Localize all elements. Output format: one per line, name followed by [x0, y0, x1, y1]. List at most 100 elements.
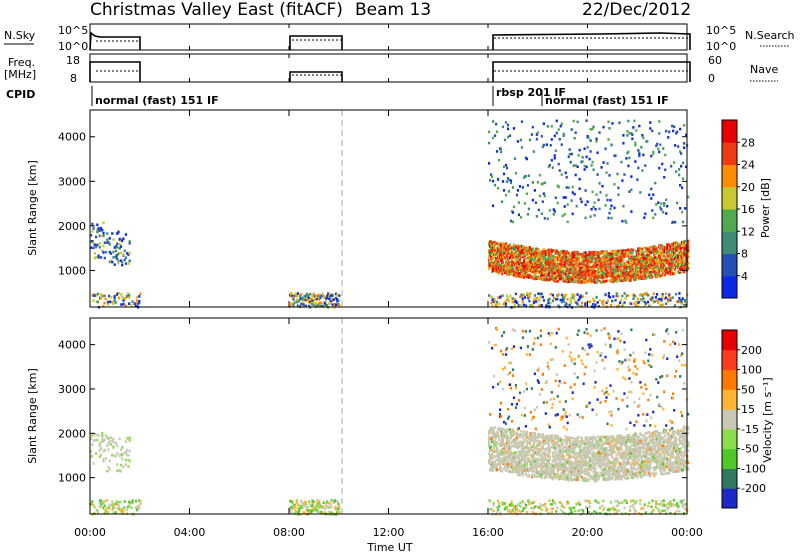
echo-cell	[508, 371, 512, 375]
echo-cell	[678, 247, 681, 251]
echo-cell	[513, 247, 517, 251]
echo-cell	[106, 444, 109, 447]
echo-cell	[138, 499, 141, 502]
echo-cell	[507, 361, 511, 365]
echo-cell	[596, 173, 599, 176]
echo-cell	[565, 293, 568, 297]
echo-cell	[637, 149, 640, 152]
echo-cell	[621, 259, 624, 263]
echo-cell	[587, 510, 590, 514]
echo-cell	[551, 166, 554, 169]
echo-cell	[602, 499, 605, 503]
echo-cell	[563, 205, 566, 208]
echo-cell	[506, 123, 510, 127]
echo-cell	[115, 293, 118, 297]
echo-cell	[632, 293, 635, 297]
echo-cell	[636, 275, 639, 279]
echo-cell	[333, 506, 336, 510]
echo-cell	[677, 256, 680, 259]
echo-cell	[519, 454, 523, 458]
echo-cell	[676, 502, 679, 505]
echo-cell	[517, 470, 521, 474]
echo-cell	[318, 298, 321, 301]
echo-cell	[535, 215, 538, 218]
echo-cell	[510, 458, 514, 461]
echo-cell	[584, 251, 587, 254]
echo-cell	[511, 368, 515, 372]
echo-cell	[681, 265, 684, 269]
echo-cell	[518, 273, 522, 277]
echo-cell	[96, 433, 99, 436]
echo-cell	[555, 131, 558, 135]
echo-cell	[641, 299, 644, 303]
colorbar-swatch	[722, 186, 737, 210]
echo-cell	[331, 499, 334, 502]
echo-cell	[507, 273, 511, 277]
echo-cell	[135, 299, 139, 302]
echo-cell	[580, 200, 583, 204]
date-label: 22/Dec/2012	[582, 0, 691, 20]
echo-cell	[523, 202, 527, 205]
echo-cell	[634, 143, 637, 147]
echo-cell	[511, 300, 514, 304]
echo-cell	[601, 271, 604, 275]
echo-cell	[524, 257, 528, 261]
echo-cell	[557, 256, 560, 260]
echo-cell	[687, 248, 690, 252]
echo-cell	[560, 300, 563, 304]
echo-cell	[654, 296, 657, 299]
echo-cell	[116, 254, 119, 257]
echo-cell	[600, 166, 603, 169]
echo-cell	[614, 508, 617, 511]
echo-cell	[512, 460, 516, 463]
echo-cell	[590, 279, 593, 282]
echo-cell	[325, 304, 329, 307]
echo-cell	[501, 261, 505, 264]
echo-cell	[488, 462, 492, 466]
echo-cell	[496, 449, 500, 453]
echo-cell	[129, 501, 132, 505]
echo-cell	[561, 214, 564, 218]
echo-cell	[650, 187, 653, 191]
echo-cell	[539, 259, 542, 263]
echo-cell	[489, 508, 492, 511]
echo-cell	[685, 133, 688, 137]
echo-cell	[314, 507, 317, 511]
echo-cell	[329, 300, 332, 303]
echo-cell	[549, 262, 552, 266]
echo-cell	[320, 505, 323, 509]
echo-cell	[496, 499, 500, 503]
echo-cell	[575, 204, 578, 208]
echo-cell	[679, 257, 682, 260]
echo-cell	[574, 275, 577, 279]
echo-cell	[644, 275, 647, 278]
echo-cell	[311, 294, 314, 298]
echo-cell	[123, 258, 126, 262]
echo-cell	[516, 140, 520, 143]
echo-cell	[547, 298, 550, 302]
echo-cell	[645, 267, 648, 270]
echo-cell	[577, 509, 580, 513]
echo-cell	[500, 272, 504, 276]
echo-cell	[497, 435, 501, 439]
echo-cell	[529, 263, 532, 267]
echo-cell	[535, 264, 538, 267]
echo-cell	[659, 511, 662, 515]
echo-cell	[548, 164, 551, 167]
echo-cell	[499, 441, 503, 445]
echo-cell	[319, 302, 322, 305]
echo-cell	[621, 294, 624, 298]
echo-cell	[496, 265, 500, 269]
echo-cell	[548, 499, 551, 502]
echo-cell	[312, 507, 315, 510]
echo-cell	[600, 267, 603, 270]
echo-cell	[111, 232, 114, 235]
echo-cell	[548, 255, 551, 259]
echo-cell	[674, 253, 677, 257]
echo-cell	[658, 503, 661, 506]
echo-cell	[336, 297, 339, 301]
echo-cell	[522, 507, 525, 510]
echo-cell	[659, 246, 662, 249]
echo-cell	[521, 245, 525, 248]
echo-cell	[681, 186, 684, 190]
